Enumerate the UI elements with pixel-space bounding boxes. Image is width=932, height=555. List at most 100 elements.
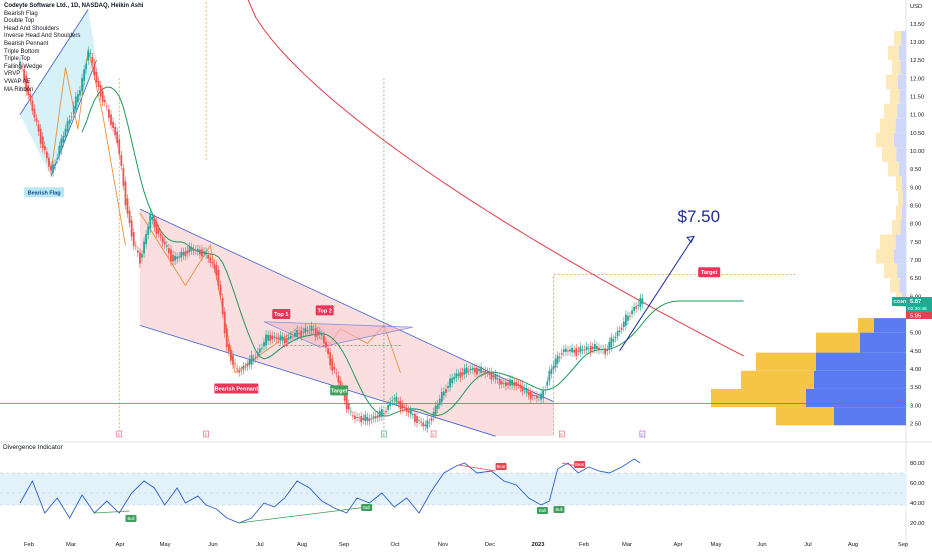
candle-body (577, 350, 580, 352)
candle-body (327, 348, 329, 354)
candle-body (157, 228, 160, 234)
volume-bar-down (897, 103, 906, 119)
candle-body (596, 346, 598, 349)
volume-bar-down (901, 31, 906, 46)
time-tick-label: Aug (848, 542, 858, 548)
candle-body (170, 249, 172, 262)
volume-bar-up (876, 132, 894, 148)
candle-body (339, 380, 342, 388)
label-top-1-bg (272, 309, 291, 320)
osc-label-bull-bg (553, 506, 565, 513)
legend-item-triple-top[interactable]: Triple Top (4, 56, 31, 63)
candle-body (37, 124, 40, 132)
candle-body (223, 311, 226, 334)
candle-body (287, 336, 290, 340)
candle-body (383, 412, 385, 415)
candle-body (432, 411, 435, 418)
candle-body (378, 411, 381, 418)
price-tick-label: 9.00 (910, 185, 921, 191)
candle-body (196, 249, 199, 252)
candle-body (366, 417, 369, 421)
candle-body (318, 331, 321, 335)
candle-body (41, 136, 44, 149)
flag-upper-line (19, 9, 89, 115)
candle-body (571, 347, 573, 353)
candle-body (637, 304, 640, 306)
candle-body (308, 329, 311, 331)
legend-item-bearish-flag[interactable]: Bearish Flag (4, 10, 38, 17)
legend-item-ma-ribbon[interactable]: MA Ribbon (4, 86, 34, 93)
candle-body (66, 121, 69, 132)
candle-body (488, 372, 491, 375)
candle-body (118, 139, 121, 155)
candle-body (591, 346, 594, 350)
candle-body (58, 145, 61, 157)
candle-body (511, 379, 514, 386)
label-target-green-text: Target (331, 388, 348, 394)
candle-body (606, 348, 609, 352)
volume-bar-down (898, 45, 906, 61)
candle-body (391, 400, 394, 402)
volume-bar-down (902, 190, 906, 206)
candle-body (81, 77, 83, 91)
candle-body (232, 355, 234, 365)
volume-bar-down (897, 263, 906, 279)
candle-body (192, 249, 195, 251)
candle-body (244, 366, 247, 368)
candle-body (33, 108, 36, 118)
forecast-arrow-line (619, 236, 695, 352)
label-top-2-text: Top 2 (318, 308, 332, 314)
candle-body (56, 158, 59, 160)
candle-body (455, 373, 458, 378)
oscillator-title: Divergence Indicator (3, 444, 63, 451)
candle-body (312, 329, 315, 331)
legend-item-triple-bottom[interactable]: Triple Bottom (4, 48, 40, 55)
chart-title: Codeyte Software Ltd., 1D, NASDAQ, Heiki… (4, 3, 144, 9)
candle-body (471, 368, 474, 370)
volume-bar-up (876, 249, 894, 264)
label-top-2: Top 2 (315, 305, 334, 316)
candle-body (242, 366, 245, 370)
candle-body (211, 261, 214, 264)
candle-body (604, 348, 607, 355)
volume-bar-up (896, 176, 902, 191)
legend-item-vrvp[interactable]: VRVP (4, 71, 21, 78)
candle-body (304, 328, 307, 333)
candle-body (581, 349, 584, 351)
candle-body (486, 371, 489, 373)
volume-bar-up (888, 45, 899, 61)
legend-item-vwap-ae[interactable]: VWAP AE (4, 78, 31, 85)
candle-body (531, 394, 534, 397)
candle-body (153, 218, 156, 228)
candle-body (165, 245, 168, 247)
candle-body (184, 251, 187, 257)
price-tick-label: 4.00 (910, 367, 921, 373)
candle-body (219, 284, 222, 296)
legend-item-bearish-pennant[interactable]: Bearish Pennant (4, 40, 49, 47)
candle-body (496, 378, 499, 380)
candle-body (289, 335, 292, 339)
candle-body (434, 405, 437, 415)
osc-label-bull-bg (536, 507, 548, 514)
candle-body (161, 236, 164, 243)
legend-item-inverse-head-and-shoulders[interactable]: Inverse Head And Shoulders (4, 33, 81, 40)
candle-body (103, 99, 106, 103)
candle-body (627, 315, 629, 321)
candle-body (254, 356, 257, 359)
candle-body (83, 69, 86, 82)
event-marker (116, 430, 123, 438)
candle-body (215, 264, 218, 276)
legend-item-double-top[interactable]: Double Top (4, 18, 35, 25)
volume-bar-down (895, 234, 906, 250)
volume-bar-down (898, 74, 906, 90)
candle-body (294, 332, 296, 337)
candle-body (476, 367, 478, 375)
label-bearish-flag-bg (24, 187, 65, 198)
candle-body (258, 348, 261, 353)
legend-item-head-and-shoulders[interactable]: Head And Shoulders (4, 25, 60, 32)
price-tick-label: 13.50 (910, 22, 925, 28)
price-axis: 2.503.003.504.004.505.005.506.006.507.00… (892, 4, 932, 427)
legend-item-falling-wedge[interactable]: Falling Wedge (4, 63, 43, 70)
